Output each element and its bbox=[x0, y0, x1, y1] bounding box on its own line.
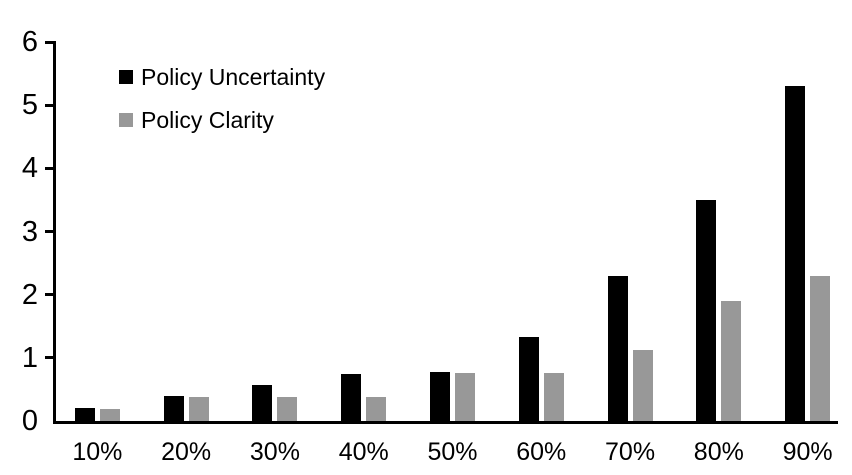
legend: Policy Uncertainty Policy Clarity bbox=[119, 63, 325, 149]
bar-policy-uncertainty-20pct bbox=[163, 396, 184, 421]
y-tick-mark bbox=[45, 356, 56, 360]
bar-policy-clarity-80pct bbox=[721, 300, 742, 421]
legend-label: Policy Uncertainty bbox=[141, 64, 326, 90]
bar-policy-clarity-50pct bbox=[455, 372, 475, 421]
y-tick-label: 4 bbox=[21, 152, 38, 185]
bar-policy-uncertainty-60pct bbox=[518, 336, 539, 421]
x-axis-line bbox=[53, 421, 838, 424]
y-tick-label: 2 bbox=[21, 278, 38, 311]
bar-policy-clarity-90pct bbox=[810, 275, 831, 421]
x-tick-label: 10% bbox=[72, 438, 123, 466]
y-tick-label: 1 bbox=[21, 341, 38, 374]
bar-policy-uncertainty-10pct bbox=[74, 408, 95, 421]
x-tick-label: 80% bbox=[693, 438, 744, 466]
y-tick-label: 6 bbox=[21, 26, 38, 58]
bar-policy-clarity-10pct bbox=[99, 408, 120, 421]
legend-item-policy-clarity: Policy Clarity bbox=[119, 106, 325, 134]
y-tick-mark bbox=[45, 103, 56, 107]
bar-policy-clarity-30pct bbox=[277, 396, 298, 421]
y-tick-mark bbox=[45, 293, 56, 297]
bar-policy-clarity-70pct bbox=[632, 349, 653, 421]
y-tick-mark bbox=[45, 166, 56, 170]
y-tick-label: 3 bbox=[21, 215, 38, 248]
x-tick-label: 60% bbox=[516, 438, 567, 466]
bar-policy-uncertainty-50pct bbox=[430, 372, 450, 421]
y-tick-mark bbox=[45, 230, 56, 233]
x-tick-label: 50% bbox=[427, 438, 478, 466]
y-tick-mark bbox=[45, 40, 56, 44]
bar-policy-uncertainty-80pct bbox=[696, 199, 717, 421]
bar-policy-clarity-20pct bbox=[188, 396, 209, 421]
bar-policy-clarity-40pct bbox=[366, 396, 387, 421]
bar-policy-uncertainty-40pct bbox=[341, 373, 362, 421]
x-tick-label: 90% bbox=[782, 438, 833, 466]
bar-policy-clarity-60pct bbox=[543, 372, 564, 421]
bar-policy-uncertainty-70pct bbox=[607, 275, 628, 421]
bar-policy-uncertainty-30pct bbox=[252, 384, 273, 421]
x-tick-label: 20% bbox=[161, 438, 212, 466]
legend-label: Policy Clarity bbox=[141, 107, 274, 133]
legend-swatch-icon bbox=[119, 113, 133, 127]
legend-item-policy-uncertainty: Policy Uncertainty bbox=[119, 63, 325, 91]
y-tick-label: 5 bbox=[21, 89, 38, 122]
bar-policy-uncertainty-90pct bbox=[785, 86, 806, 421]
x-tick-label: 70% bbox=[605, 438, 656, 466]
x-tick-label: 40% bbox=[338, 438, 389, 466]
x-tick-label: 30% bbox=[249, 438, 300, 466]
y-tick-label: 0 bbox=[21, 405, 38, 437]
y-axis-line bbox=[53, 42, 56, 424]
legend-swatch-icon bbox=[119, 70, 133, 84]
